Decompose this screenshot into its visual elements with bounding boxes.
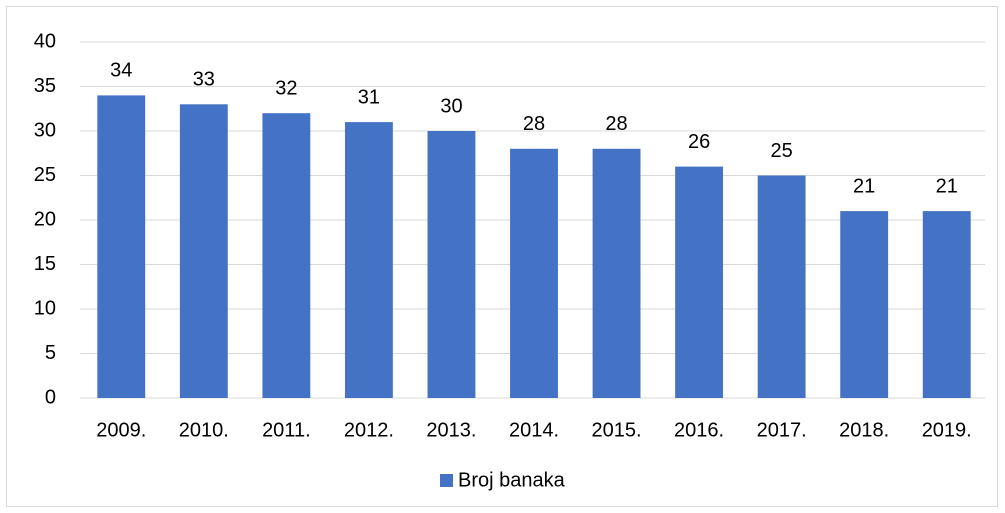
data-label: 34 — [110, 60, 132, 82]
bar — [262, 113, 311, 398]
data-label: 25 — [771, 140, 793, 162]
data-label: 32 — [275, 77, 297, 99]
legend-label: Broj banaka — [458, 469, 566, 491]
data-label: 31 — [358, 86, 380, 108]
y-tick-label: 10 — [34, 297, 56, 319]
data-label: 28 — [605, 113, 627, 135]
y-tick-label: 40 — [34, 30, 56, 52]
y-tick-label: 15 — [34, 253, 56, 275]
y-tick-label: 5 — [45, 342, 56, 364]
bar — [427, 131, 476, 398]
x-tick-label: 2012. — [344, 419, 394, 441]
y-tick-label: 20 — [34, 208, 56, 230]
x-tick-label: 2016. — [674, 419, 724, 441]
x-tick-label: 2019. — [922, 419, 972, 441]
bar — [179, 104, 228, 399]
data-label: 30 — [440, 95, 462, 117]
x-tick-label: 2009. — [96, 419, 146, 441]
bar — [675, 166, 724, 398]
bar — [344, 122, 393, 398]
bar — [97, 95, 146, 399]
data-label: 21 — [936, 175, 958, 197]
bar — [757, 175, 806, 398]
x-tick-label: 2017. — [757, 419, 807, 441]
x-tick-label: 2010. — [179, 419, 229, 441]
data-label: 21 — [853, 175, 875, 197]
y-tick-label: 35 — [34, 75, 56, 97]
data-label: 26 — [688, 131, 710, 153]
x-tick-label: 2018. — [839, 419, 889, 441]
y-tick-label: 30 — [34, 119, 56, 141]
y-tick-label: 0 — [45, 386, 56, 408]
data-label: 28 — [523, 113, 545, 135]
x-tick-label: 2015. — [592, 419, 642, 441]
bar — [840, 211, 889, 398]
data-label: 33 — [193, 69, 215, 91]
x-tick-label: 2013. — [426, 419, 476, 441]
bar — [592, 148, 641, 398]
bar — [922, 211, 971, 398]
y-tick-label: 25 — [34, 164, 56, 186]
legend-swatch — [440, 474, 453, 487]
chart-border — [6, 6, 998, 507]
x-tick-label: 2014. — [509, 419, 559, 441]
x-tick-label: 2011. — [262, 419, 311, 441]
bar — [510, 148, 558, 398]
